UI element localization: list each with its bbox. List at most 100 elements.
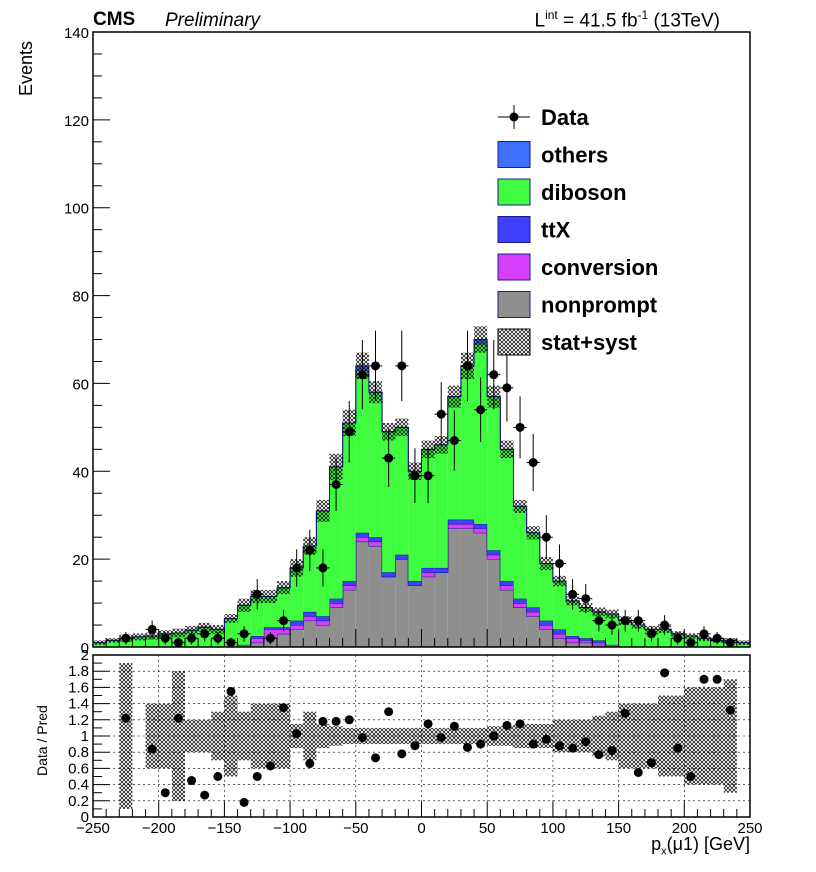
data-point	[646, 629, 656, 639]
ratio-point	[265, 761, 275, 771]
legend-label-Data: Data	[541, 105, 589, 130]
ratio-y-tick-label: 0.8	[68, 744, 89, 761]
bar-diboson	[276, 587, 291, 628]
uncertainty-band	[500, 440, 514, 459]
bar-ttX	[447, 519, 461, 524]
bar-nonprompt	[460, 528, 475, 647]
bar-nonprompt	[513, 607, 527, 647]
ratio-point	[594, 750, 604, 760]
ratio-point	[305, 759, 315, 769]
ratio-y-tick-label: 2	[81, 647, 89, 664]
data-point	[712, 633, 722, 643]
bar-ttX	[539, 620, 553, 626]
uncertainty-band	[605, 609, 619, 619]
data-point	[568, 589, 578, 599]
ratio-band	[460, 727, 475, 745]
ratio-point	[620, 708, 630, 718]
ratio-point	[331, 716, 341, 726]
x-tick-label: 150	[606, 820, 631, 837]
bar-conversion	[592, 642, 606, 645]
bar-nonprompt	[382, 576, 396, 647]
legend-swatch-ttX	[497, 216, 531, 243]
bar-diboson	[697, 638, 711, 647]
ratio-point	[371, 753, 381, 763]
ratio-point	[489, 731, 499, 741]
ratio-band	[342, 727, 356, 745]
ratio-point	[292, 729, 302, 739]
x-tick-label: −50	[343, 820, 368, 837]
bar-conversion	[552, 633, 567, 639]
ratio-point	[397, 749, 407, 759]
bar-nonprompt	[592, 644, 606, 647]
ratio-point	[436, 733, 446, 743]
data-point	[660, 620, 670, 630]
ratio-band	[224, 695, 238, 777]
data-point	[594, 616, 604, 626]
data-point	[147, 624, 157, 634]
bar-nonprompt	[447, 528, 461, 647]
ratio-y-tick-label: 0.4	[68, 777, 89, 794]
bar-conversion	[566, 638, 580, 643]
legend-swatch-nonprompt	[497, 291, 531, 318]
legend-label-stat+syst: stat+syst	[541, 330, 638, 355]
bar-nonprompt	[552, 638, 567, 647]
ratio-y-tick-label: 0	[81, 809, 89, 826]
x-tick-label: 100	[540, 820, 565, 837]
bar-nonprompt	[368, 545, 383, 647]
uncertainty-band	[474, 326, 488, 353]
ratio-band	[158, 703, 172, 769]
ratio-point	[699, 674, 709, 684]
bar-conversion	[276, 629, 291, 634]
ratio-band	[723, 679, 737, 793]
ratio-y-tick-label: 1.4	[68, 696, 89, 713]
bar-ttX	[592, 640, 606, 643]
ratio-band	[329, 726, 343, 746]
data-point	[449, 436, 459, 446]
bar-conversion	[487, 554, 501, 560]
ratio-band	[447, 727, 461, 745]
ratio-point	[646, 758, 656, 768]
ratio-point	[462, 742, 472, 752]
data-point	[699, 629, 709, 639]
bar-diboson	[408, 471, 422, 582]
ratio-band	[684, 687, 698, 785]
ratio-point	[226, 686, 236, 696]
ratio-band	[421, 727, 435, 745]
ratio-band	[658, 695, 672, 777]
bar-conversion	[421, 572, 435, 577]
ratio-point	[344, 715, 354, 725]
status-label: Preliminary	[165, 10, 261, 31]
bar-ttX	[290, 620, 304, 626]
ratio-point	[660, 668, 670, 678]
data-point	[279, 616, 289, 626]
bar-ttX	[434, 567, 448, 573]
ratio-point	[213, 772, 223, 781]
legend-swatch-conversion	[497, 253, 531, 281]
ratio-point	[410, 741, 420, 751]
bar-ttX	[263, 627, 277, 630]
bar-diboson	[460, 365, 475, 520]
uncertainty-band	[526, 526, 540, 540]
ratio-point	[318, 716, 328, 726]
legend-label-diboson: diboson	[541, 180, 627, 205]
data-point	[331, 479, 341, 489]
ratio-point	[476, 739, 486, 749]
ratio-band	[710, 687, 724, 785]
bar-ttX	[487, 550, 501, 555]
ratio-band	[631, 703, 645, 769]
bar-ttX	[316, 616, 330, 621]
bar-diboson	[145, 636, 159, 647]
bar-ttX	[303, 611, 317, 617]
data-point	[200, 629, 210, 639]
bar-diboson	[355, 370, 369, 533]
bar-nonprompt	[474, 532, 488, 647]
data-point	[213, 633, 223, 643]
ratio-y-tick-label: 1.6	[68, 679, 89, 696]
bar-diboson	[342, 422, 356, 582]
x-tick-label: −250	[76, 820, 110, 837]
bar-diboson	[382, 431, 396, 573]
uncertainty-band	[211, 625, 225, 634]
ratio-band	[171, 671, 185, 801]
